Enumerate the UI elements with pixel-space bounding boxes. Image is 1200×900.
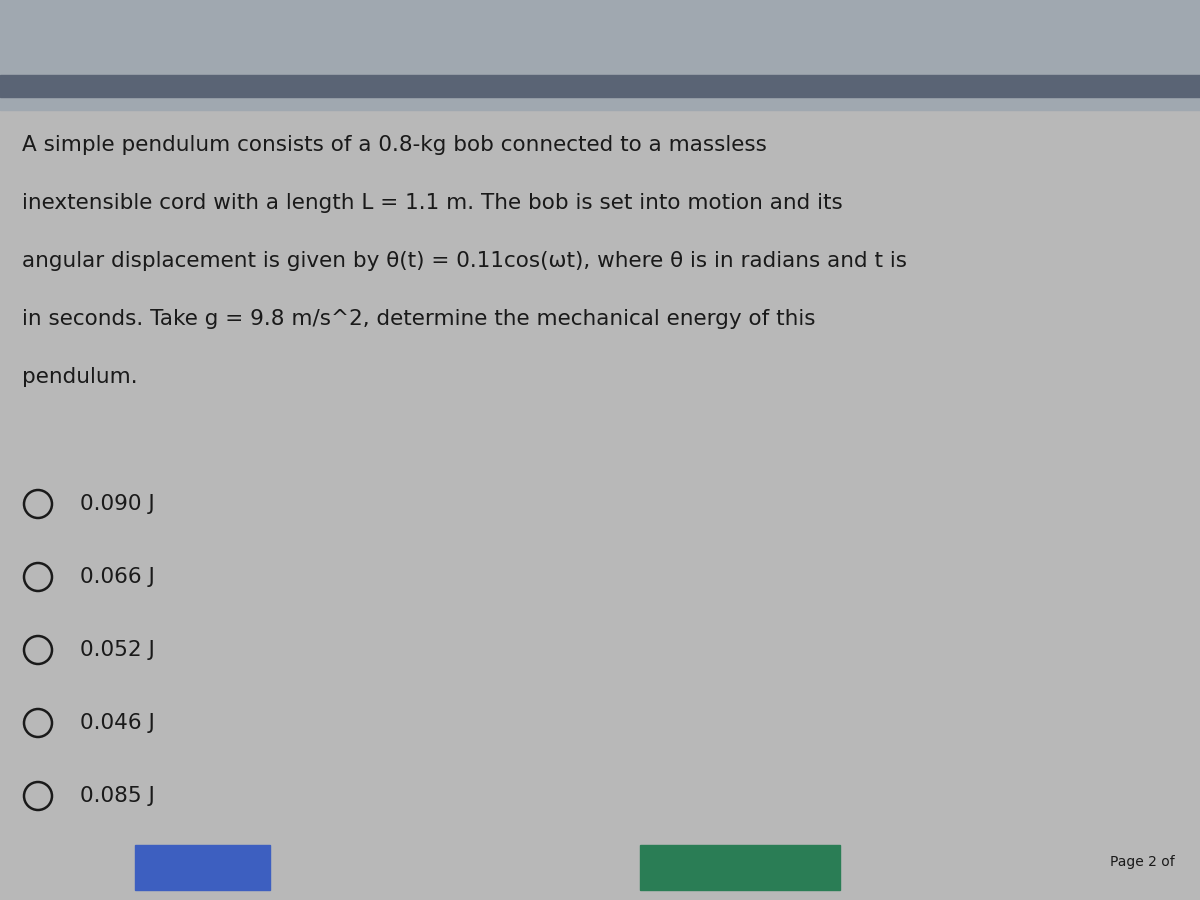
- Text: angular displacement is given by θ(t) = 0.11cos(ωt), where θ is in radians and t: angular displacement is given by θ(t) = …: [22, 251, 907, 271]
- Bar: [134, 845, 270, 890]
- Text: inextensible cord with a length L = 1.1 m. The bob is set into motion and its: inextensible cord with a length L = 1.1 …: [22, 193, 842, 213]
- Bar: [0, 0, 1200, 110]
- Text: in seconds. Take g = 9.8 m/s^2, determine the mechanical energy of this: in seconds. Take g = 9.8 m/s^2, determin…: [22, 309, 816, 329]
- Text: 0.046 J: 0.046 J: [80, 713, 155, 733]
- Text: A simple pendulum consists of a 0.8-kg bob connected to a massless: A simple pendulum consists of a 0.8-kg b…: [22, 135, 767, 155]
- Text: 0.052 J: 0.052 J: [80, 640, 155, 660]
- Bar: [0, 75, 1200, 97]
- Text: 0.066 J: 0.066 J: [80, 567, 155, 587]
- Text: Page 2 of: Page 2 of: [1110, 855, 1175, 869]
- Text: pendulum.: pendulum.: [22, 367, 138, 387]
- Text: 0.085 J: 0.085 J: [80, 786, 155, 806]
- Bar: [640, 845, 840, 890]
- Text: 0.090 J: 0.090 J: [80, 494, 155, 514]
